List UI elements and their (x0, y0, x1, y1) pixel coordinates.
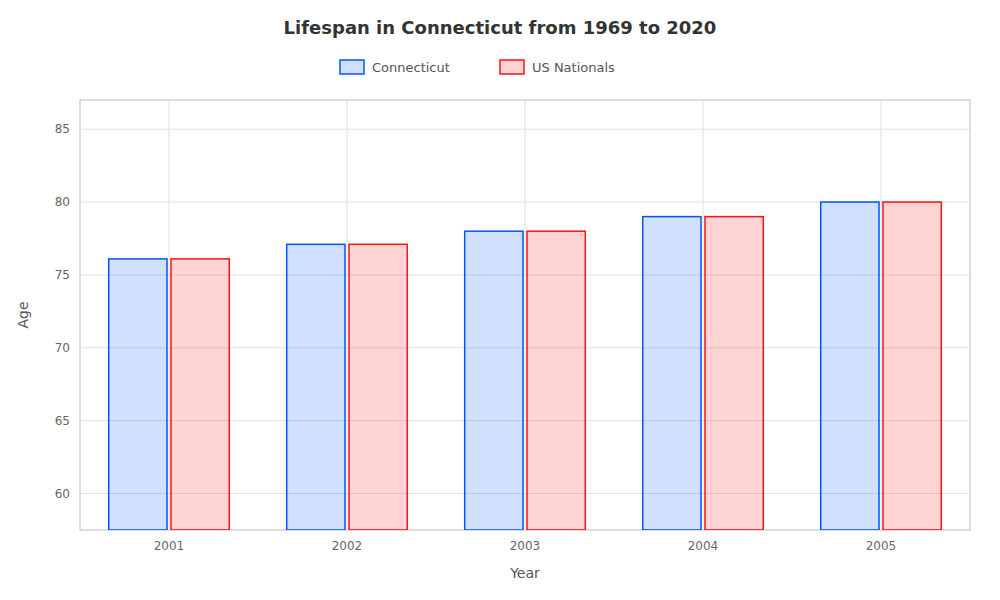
y-tick-label: 85 (55, 122, 70, 136)
legend-swatch (500, 60, 524, 74)
legend: Connecticut US Nationals (340, 60, 615, 75)
legend-label: Connecticut (372, 60, 450, 75)
x-grid-line (347, 100, 348, 530)
bar (465, 231, 523, 530)
y-tick-label: 60 (55, 487, 70, 501)
x-tick-label: 2003 (510, 539, 541, 553)
plot-frame (80, 100, 970, 530)
x-grid-line (703, 100, 704, 530)
y-axis-label: Age (15, 301, 31, 328)
bar (349, 244, 407, 530)
bar (171, 259, 229, 530)
bar (527, 231, 585, 530)
x-grid-line (881, 100, 882, 530)
x-grid-line (525, 100, 526, 530)
x-tick-label: 2004 (688, 539, 719, 553)
y-tick-label: 65 (55, 414, 70, 428)
legend-label: US Nationals (532, 60, 615, 75)
y-tick-label: 70 (55, 341, 70, 355)
x-grid-line (169, 100, 170, 530)
bar (287, 244, 345, 530)
title: Lifespan in Connecticut from 1969 to 202… (284, 17, 717, 38)
bar (705, 217, 763, 530)
bar (643, 217, 701, 530)
x-axis-label: Year (509, 565, 540, 581)
bars (109, 202, 942, 530)
y-tick-label: 75 (55, 268, 70, 282)
bar (821, 202, 879, 530)
y-tick-label: 80 (55, 195, 70, 209)
grid (80, 100, 970, 530)
bar (883, 202, 941, 530)
x-tick-label: 2005 (866, 539, 897, 553)
bar (109, 259, 167, 530)
chart: 60 65 70 75 80 85 2001 2002 2003 2004 2005 Lifespan… (0, 0, 1000, 600)
x-tick-label: 2001 (154, 539, 185, 553)
x-tick-label: 2002 (332, 539, 363, 553)
legend-swatch (340, 60, 364, 74)
